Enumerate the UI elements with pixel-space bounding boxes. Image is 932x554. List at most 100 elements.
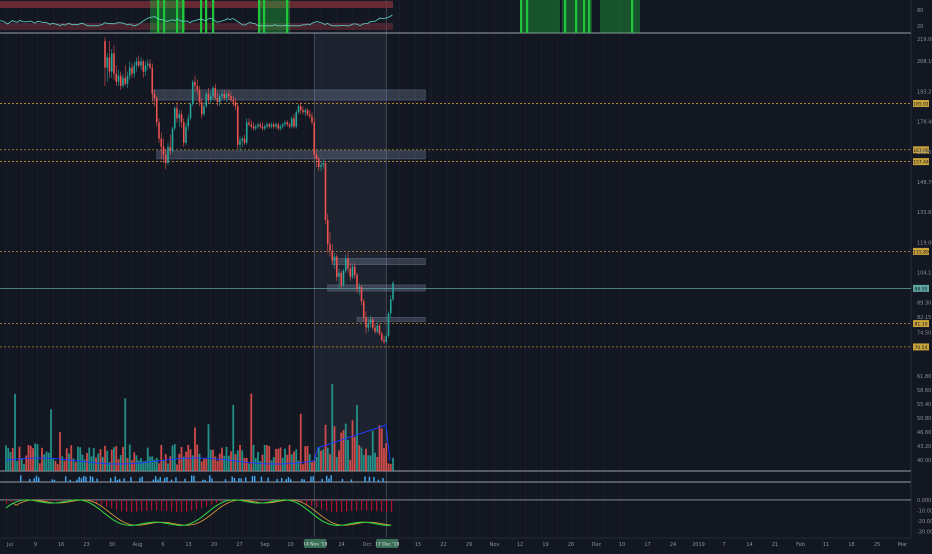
candle-body [356,275,358,289]
volume-bar [131,460,133,471]
candle-body [349,269,351,277]
histogram-bar [232,477,233,482]
oscillator-hist-bar [306,500,307,504]
rsi-signal-bar [258,0,260,33]
oscillator-hist-bar [361,500,362,511]
candle-body [257,124,259,126]
volume-bar [383,448,385,471]
candle-body [210,96,212,100]
rsi-signal-bar [205,0,207,33]
volume-bar [298,461,300,471]
candle-body [214,88,216,98]
candle-body [192,82,194,104]
histogram-bar [328,478,329,482]
oscillator-hist-bar [206,500,207,507]
price-tick-label: 119.00 [917,240,932,246]
candle-body [365,317,367,327]
candle-body [154,94,156,98]
volume-bar [122,447,124,471]
time-tick-label: Jul [6,542,13,548]
volume-bar [311,462,313,471]
support-resistance-zone [357,317,425,321]
candle-body [255,126,257,128]
rsi-signal-window [600,0,640,33]
volume-bar [5,446,7,471]
volume-bar [133,452,135,471]
volume-bar [223,456,225,471]
rsi-signal-bar [212,0,214,33]
histogram-bar [34,478,35,482]
volume-bar [172,446,174,471]
histogram-bar [310,476,311,482]
histogram-bar [254,476,255,482]
oscillator-hist-bar [11,500,12,502]
rsi-tick-label: 20 [917,24,923,30]
volume-bar [361,447,363,471]
histogram-bar [92,477,93,482]
oscillator-hist-bar [66,500,67,501]
volume-bar [106,451,108,471]
volume-bar [115,446,117,471]
volume-bar [95,457,97,471]
candle-body [120,76,122,86]
candle-body [190,104,192,118]
volume-bar [46,452,48,471]
volume-bar [271,460,273,471]
volume-bar [379,425,381,471]
time-tick-label: 22 [440,542,446,548]
volume-bar [97,454,99,471]
candle-body [237,106,239,145]
volume-bar [277,449,279,471]
candle-body [388,313,390,335]
time-tick-label: 27 [236,542,242,548]
oscillator-hist-bar [391,500,392,512]
time-tick-label: Aug [133,542,143,548]
volume-bar [259,461,261,471]
volume-bar [151,456,153,471]
volume-bar [185,452,187,471]
histogram-bar [313,476,314,482]
histogram-bar [245,477,246,482]
candle-body [160,139,162,147]
volume-bar [48,453,50,471]
oscillator-hist-bar [201,500,202,508]
histogram-bar [326,476,327,482]
volume-bar [388,463,390,471]
volume-tick-label: 46.60 [917,430,931,436]
oscillator-hist-bar [316,500,317,508]
volume-bar [291,454,293,471]
histogram-bar [268,478,269,482]
time-tick-label: Oct [363,542,372,548]
candle-body [307,110,309,114]
volume-bar [392,458,394,471]
histogram-bar [83,476,84,482]
histogram-bar [52,479,53,482]
volume-bar [190,449,192,471]
candle-body [165,155,167,163]
candle-body [262,126,264,128]
oscillator-hist-bar [181,500,182,512]
time-tick-label: 6 [161,542,164,548]
rsi-signal-bar [575,0,577,33]
volume-bar [343,430,345,471]
histogram-bar [175,477,176,482]
oscillator-hist-bar [371,500,372,511]
volume-bar [286,455,288,471]
time-tick-label: 29 [466,542,472,548]
oscillator-tick-label: 0.000 [917,498,931,504]
candle-body [228,94,230,96]
oscillator-hist-bar [326,500,327,511]
rsi-signal-bar [176,0,178,33]
volume-bar [91,456,93,471]
volume-bar [370,456,372,472]
time-tick-label: 7 [722,542,725,548]
histogram-bar [342,479,343,482]
candle-body [372,319,374,327]
rsi-signal-bar [583,0,585,33]
histogram-bar [85,477,86,482]
oscillator-hist-bar [61,500,62,501]
volume-bar [55,461,57,471]
volume-bar [158,463,160,471]
candle-body [291,118,293,126]
